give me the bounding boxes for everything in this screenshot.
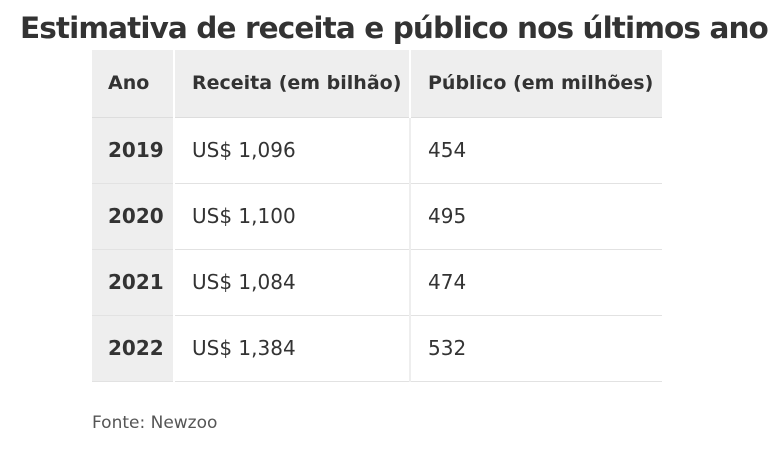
table-row: 2022 US$ 1,384 532 (92, 315, 662, 382)
revenue-cell: US$ 1,084 (173, 249, 410, 316)
year-cell: 2021 (92, 249, 174, 316)
data-table: Ano Receita (em bilhão) Público (em milh… (92, 50, 662, 382)
year-cell: 2019 (92, 117, 174, 184)
audience-cell: 495 (409, 183, 662, 250)
year-cell: 2020 (92, 183, 174, 250)
revenue-cell: US$ 1,384 (173, 315, 410, 382)
table-header-row: Ano Receita (em bilhão) Público (em milh… (92, 50, 662, 118)
source-note: Fonte: Newzoo (92, 413, 218, 433)
table-header: Ano Receita (em bilhão) Público (em milh… (92, 50, 662, 118)
page-title: Estimativa de receita e público nos últi… (20, 11, 768, 45)
column-header-year: Ano (92, 50, 174, 118)
column-header-audience: Público (em milhões) (409, 50, 662, 118)
table-body: 2019 US$ 1,096 454 2020 US$ 1,100 495 20… (92, 117, 662, 382)
table-row: 2019 US$ 1,096 454 (92, 117, 662, 184)
table-row: 2020 US$ 1,100 495 (92, 183, 662, 250)
column-header-revenue: Receita (em bilhão) (173, 50, 410, 118)
revenue-cell: US$ 1,096 (173, 117, 410, 184)
audience-cell: 454 (409, 117, 662, 184)
revenue-cell: US$ 1,100 (173, 183, 410, 250)
year-cell: 2022 (92, 315, 174, 382)
table-row: 2021 US$ 1,084 474 (92, 249, 662, 316)
audience-cell: 474 (409, 249, 662, 316)
audience-cell: 532 (409, 315, 662, 382)
